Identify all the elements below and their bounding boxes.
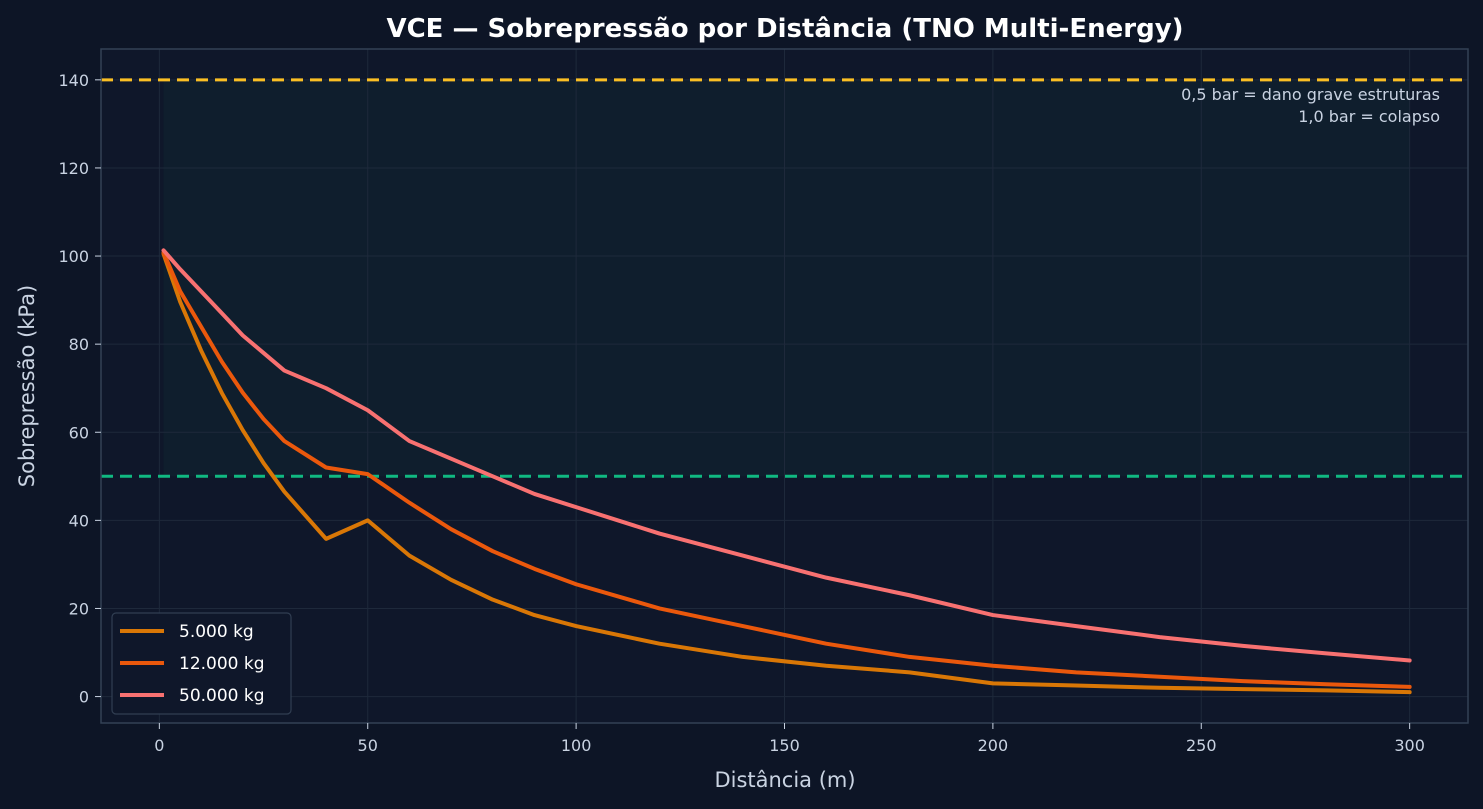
- annotation-collapse: 1,0 bar = colapso: [1298, 107, 1440, 126]
- series-line-1: [161, 251, 1412, 695]
- x-axis-ticks: 0 50 100 150 200 250 300: [154, 723, 1425, 755]
- series-line-3: [161, 248, 1412, 663]
- y-tick-label: 40: [69, 511, 89, 530]
- y-tick-label: 0: [79, 688, 89, 707]
- legend-label: 50.000 kg: [179, 686, 265, 706]
- x-tick-label: 50: [358, 736, 378, 755]
- y-tick-label: 120: [58, 159, 89, 178]
- y-tick-label: 60: [69, 423, 89, 442]
- x-tick-label: 150: [769, 736, 800, 755]
- chart-title: VCE — Sobrepressão por Distância (TNO Mu…: [386, 14, 1183, 44]
- legend-label: 12.000 kg: [179, 654, 265, 674]
- y-tick-label: 80: [69, 335, 89, 354]
- y-tick-label: 100: [58, 247, 89, 266]
- y-axis-label: Sobrepressão (kPa): [15, 285, 39, 487]
- x-tick-label: 0: [154, 736, 164, 755]
- series-line-2: [161, 250, 1412, 689]
- overpressure-zone-shading: [163, 79, 1410, 477]
- grid-lines: [101, 49, 1468, 723]
- y-tick-label: 20: [69, 599, 89, 618]
- x-tick-label: 100: [561, 736, 592, 755]
- legend: 5.000 kg 12.000 kg 50.000 kg: [111, 612, 292, 715]
- x-axis-label: Distância (m): [714, 768, 855, 792]
- y-tick-label: 140: [58, 71, 89, 90]
- series-lines: [161, 248, 1412, 695]
- legend-label: 5.000 kg: [179, 622, 254, 642]
- legend-box: [111, 612, 292, 715]
- x-tick-label: 300: [1394, 736, 1425, 755]
- y-axis-ticks: 0 20 40 60 80 100 120 140: [58, 71, 101, 707]
- x-tick-label: 200: [978, 736, 1009, 755]
- annotation-structural-damage: 0,5 bar = dano grave estruturas: [1181, 85, 1440, 104]
- x-tick-label: 250: [1186, 736, 1217, 755]
